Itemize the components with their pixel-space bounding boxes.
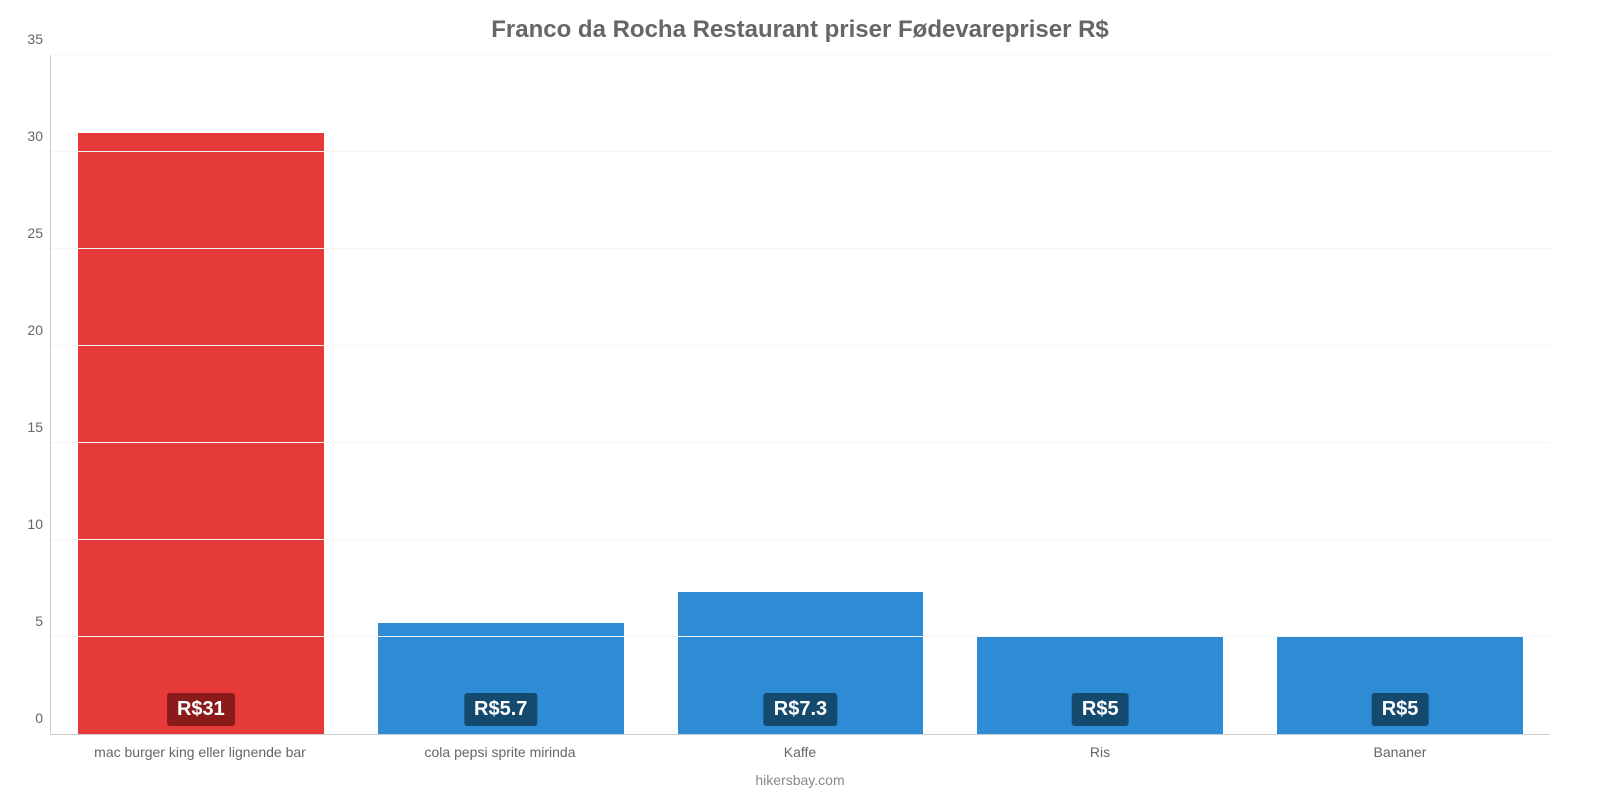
grid-line — [51, 345, 1550, 346]
bar: R$5.7 — [378, 623, 624, 734]
y-tick-label: 30 — [27, 128, 51, 144]
grid-line — [51, 248, 1550, 249]
bar-value-label: R$7.3 — [764, 693, 837, 726]
x-axis-labels: mac burger king eller lignende barcola p… — [50, 738, 1550, 760]
y-tick-label: 35 — [27, 31, 51, 47]
grid-line — [51, 54, 1550, 55]
price-chart: Franco da Rocha Restaurant priser Fødeva… — [0, 0, 1600, 800]
grid-line — [51, 636, 1550, 637]
grid-line — [51, 442, 1550, 443]
bars-container: R$31 R$5.7 R$7.3 R$5 R$5 — [51, 55, 1550, 734]
plot-area: R$31R$5.7R$7.3R$5R$5 05101520253035 — [50, 55, 1550, 735]
x-tick-label: mac burger king eller lignende bar — [50, 738, 350, 760]
x-tick-label: cola pepsi sprite mirinda — [350, 738, 650, 760]
bar-value-label: R$31 — [167, 693, 235, 726]
bar-slot: R$7.3 — [651, 55, 951, 734]
grid-line — [51, 539, 1550, 540]
x-tick-label: Kaffe — [650, 738, 950, 760]
y-tick-label: 0 — [35, 710, 51, 726]
bar: R$31 — [78, 133, 324, 734]
bar-slot: R$5 — [950, 55, 1250, 734]
y-tick-label: 25 — [27, 225, 51, 241]
y-tick-label: 5 — [35, 613, 51, 629]
bar-value-label: R$5 — [1372, 693, 1429, 726]
bar: R$7.3 — [678, 592, 924, 734]
bar-value-label: R$5.7 — [464, 693, 537, 726]
bar-value-label: R$5 — [1072, 693, 1129, 726]
y-tick-label: 15 — [27, 419, 51, 435]
x-tick-label: Bananer — [1250, 738, 1550, 760]
bar-slot: R$5 — [1250, 55, 1550, 734]
bar: R$5 — [1277, 637, 1523, 734]
bar-slot: R$5.7 — [351, 55, 651, 734]
bar: R$5 — [977, 637, 1223, 734]
x-tick-label: Ris — [950, 738, 1250, 760]
grid-line — [51, 151, 1550, 152]
y-tick-label: 20 — [27, 322, 51, 338]
chart-title: Franco da Rocha Restaurant priser Fødeva… — [0, 16, 1600, 44]
attribution-text: hikersbay.com — [0, 772, 1600, 788]
y-tick-label: 10 — [27, 516, 51, 532]
bar-slot: R$31 — [51, 55, 351, 734]
